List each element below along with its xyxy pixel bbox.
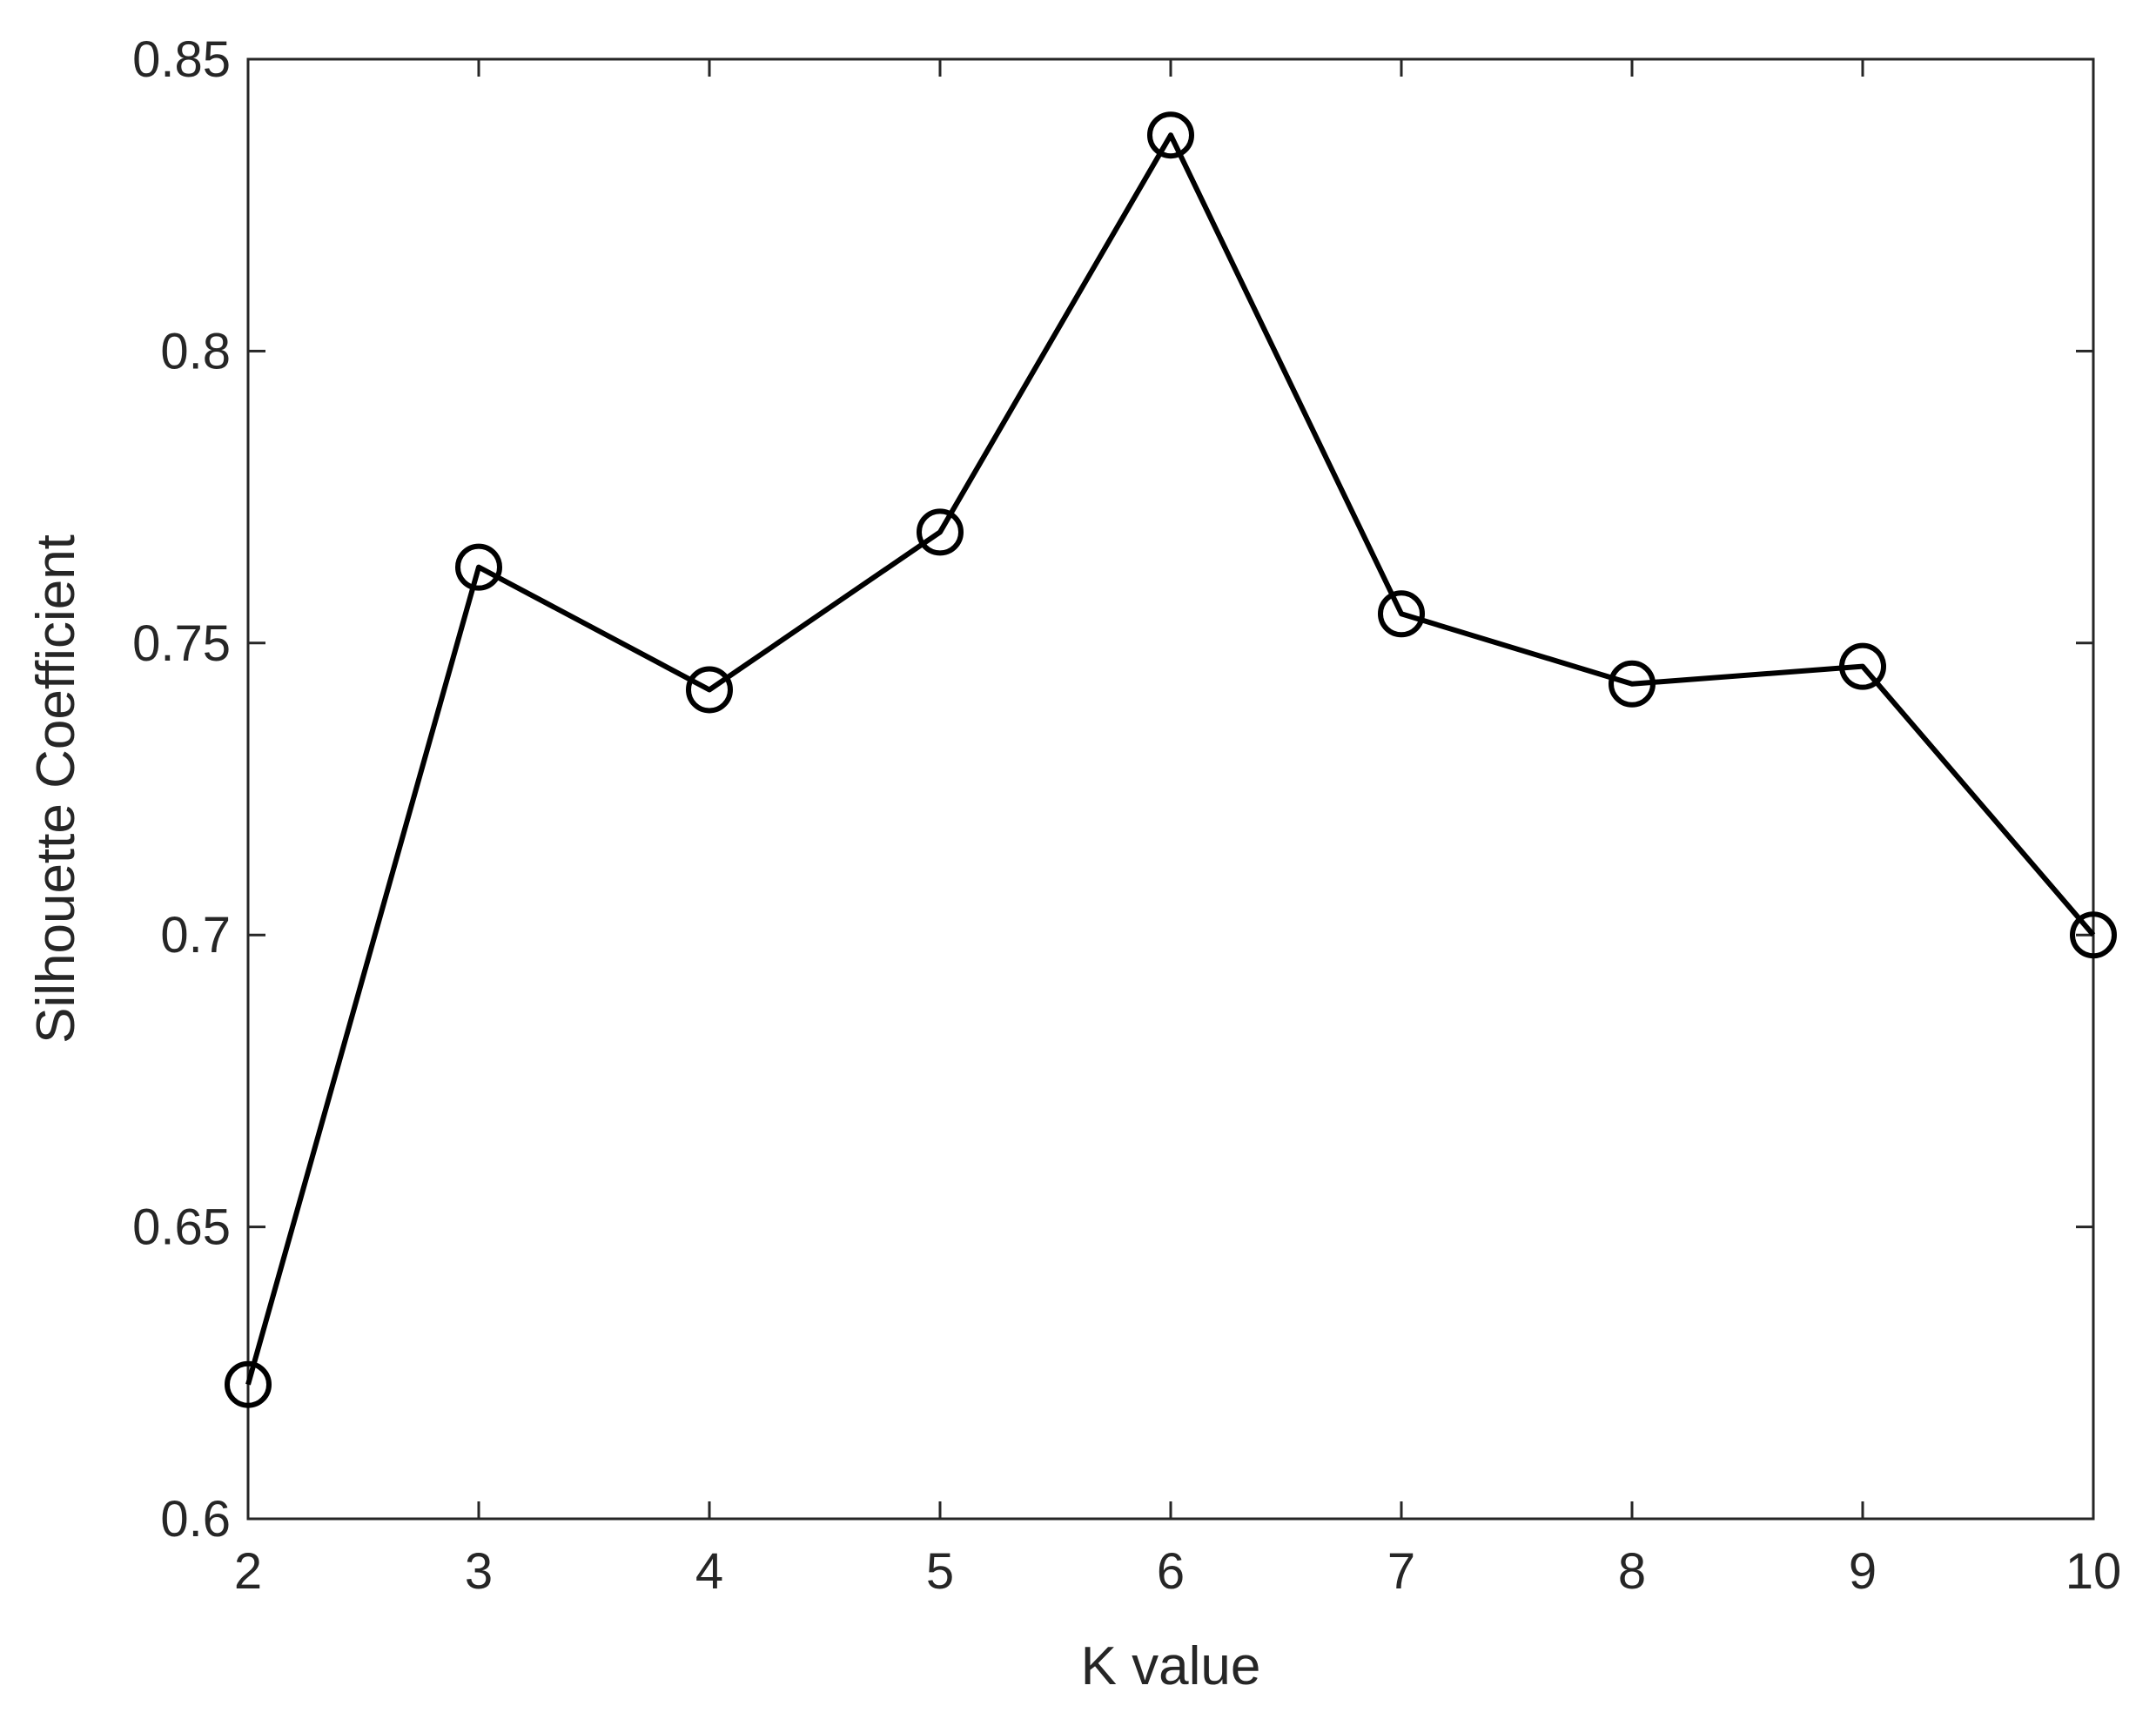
x-axis-label: K value — [1081, 1636, 1261, 1696]
x-tick-label: 9 — [1849, 1543, 1877, 1600]
data-point-marker — [1839, 642, 1886, 690]
x-tick-label: 6 — [1157, 1543, 1185, 1600]
y-axis-ticks: 0.6 0.65 0.7 0.75 0.8 0.85 — [132, 31, 2093, 1548]
series-markers — [225, 111, 2117, 1408]
data-point-marker — [1609, 660, 1656, 708]
y-tick-label: 0.6 — [160, 1491, 231, 1548]
x-tick-label: 7 — [1387, 1543, 1415, 1600]
y-tick-label: 0.65 — [132, 1199, 231, 1256]
data-point-marker — [2070, 911, 2117, 959]
x-tick-label: 10 — [2065, 1543, 2122, 1600]
y-tick-label: 0.8 — [160, 323, 231, 379]
x-tick-label: 3 — [465, 1543, 493, 1600]
data-point-marker — [686, 666, 733, 714]
y-tick-label: 0.85 — [132, 31, 231, 88]
plot-area — [246, 57, 2095, 1521]
data-point-marker — [1378, 590, 1425, 638]
y-tick-label: 0.7 — [160, 907, 231, 964]
x-tick-label: 8 — [1618, 1543, 1646, 1600]
x-tick-label: 4 — [695, 1543, 723, 1600]
data-point-marker — [1147, 111, 1194, 159]
series-line — [245, 132, 2096, 1386]
y-axis-label: Silhouette Coefficient — [26, 534, 86, 1044]
data-point-marker — [917, 508, 964, 556]
x-axis-ticks: 2 3 4 5 6 7 8 9 10 — [234, 59, 2121, 1600]
y-tick-label: 0.75 — [132, 615, 231, 672]
data-point-marker — [455, 543, 502, 591]
x-tick-label: 2 — [234, 1543, 262, 1600]
data-point-marker — [225, 1360, 272, 1408]
x-tick-label: 5 — [926, 1543, 954, 1600]
